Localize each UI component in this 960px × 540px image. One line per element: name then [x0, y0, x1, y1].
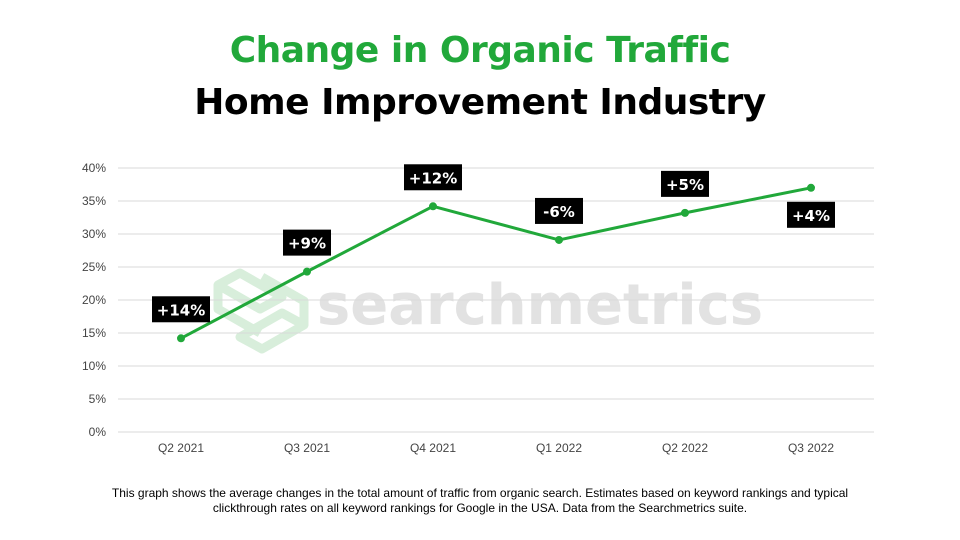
- data-label-text: +5%: [666, 176, 704, 194]
- x-tick-label: Q3 2021: [284, 441, 330, 455]
- data-point: [555, 235, 563, 244]
- x-tick-label: Q2 2022: [662, 441, 708, 455]
- y-tick-label: 10%: [82, 359, 106, 373]
- y-tick-label: 40%: [82, 161, 106, 175]
- y-tick-label: 5%: [89, 392, 107, 406]
- watermark-logo-shape: [213, 273, 309, 337]
- series-line-group: [177, 183, 815, 343]
- data-label-box: [535, 197, 583, 224]
- chart-subtitle: Home Improvement Industry: [194, 82, 766, 123]
- data-label: +12%: [404, 164, 462, 191]
- data-point: [429, 202, 437, 211]
- data-label-box: [661, 170, 709, 197]
- x-tick-label: Q1 2022: [536, 441, 582, 455]
- x-tick-label: Q4 2021: [410, 441, 456, 455]
- data-label-box: [283, 229, 331, 256]
- chart-title: Change in Organic Traffic: [229, 30, 731, 71]
- data-label: +14%: [152, 296, 210, 323]
- x-axis-tick-labels: Q2 2021 Q3 2021 Q4 2021 Q1 2022 Q2 2022 Q3 20…: [158, 441, 834, 455]
- y-tick-label: 35%: [82, 194, 106, 208]
- data-label-text: -6%: [543, 203, 575, 221]
- y-tick-label: 15%: [82, 326, 106, 340]
- data-labels: +14% +9% +12% -6% +5% +4%: [152, 164, 835, 323]
- watermark-text: searchmetrics: [317, 273, 763, 338]
- data-point: [681, 208, 689, 217]
- gridlines: [118, 167, 874, 433]
- x-tick-label: Q2 2021: [158, 441, 204, 455]
- data-label-text: +9%: [288, 235, 326, 253]
- data-label-box: [787, 201, 835, 228]
- footnote: This graph shows the average changes in …: [111, 486, 849, 515]
- data-point: [807, 183, 815, 192]
- y-axis-tick-labels: 0% 5% 10% 15% 20% 25% 30% 35% 40%: [82, 161, 106, 439]
- data-label-box: [404, 164, 462, 191]
- series-line: [180, 186, 812, 340]
- watermark: searchmetrics: [213, 268, 763, 354]
- data-label: +4%: [787, 201, 835, 228]
- data-label-text: +12%: [409, 169, 457, 187]
- y-tick-label: 0%: [89, 425, 107, 439]
- searchmetrics-logo-icon: [213, 268, 309, 354]
- x-tick-label: Q3 2022: [788, 441, 834, 455]
- data-label-text: +4%: [792, 207, 830, 225]
- data-label-text: +14%: [157, 301, 205, 319]
- data-label: +9%: [283, 229, 331, 256]
- data-label: +5%: [661, 170, 709, 197]
- y-tick-label: 25%: [82, 260, 106, 274]
- data-label-box: [152, 296, 210, 323]
- y-tick-label: 20%: [82, 293, 106, 307]
- y-tick-label: 30%: [82, 227, 106, 241]
- data-label: -6%: [535, 197, 583, 224]
- data-point: [303, 267, 311, 276]
- data-point: [177, 334, 185, 343]
